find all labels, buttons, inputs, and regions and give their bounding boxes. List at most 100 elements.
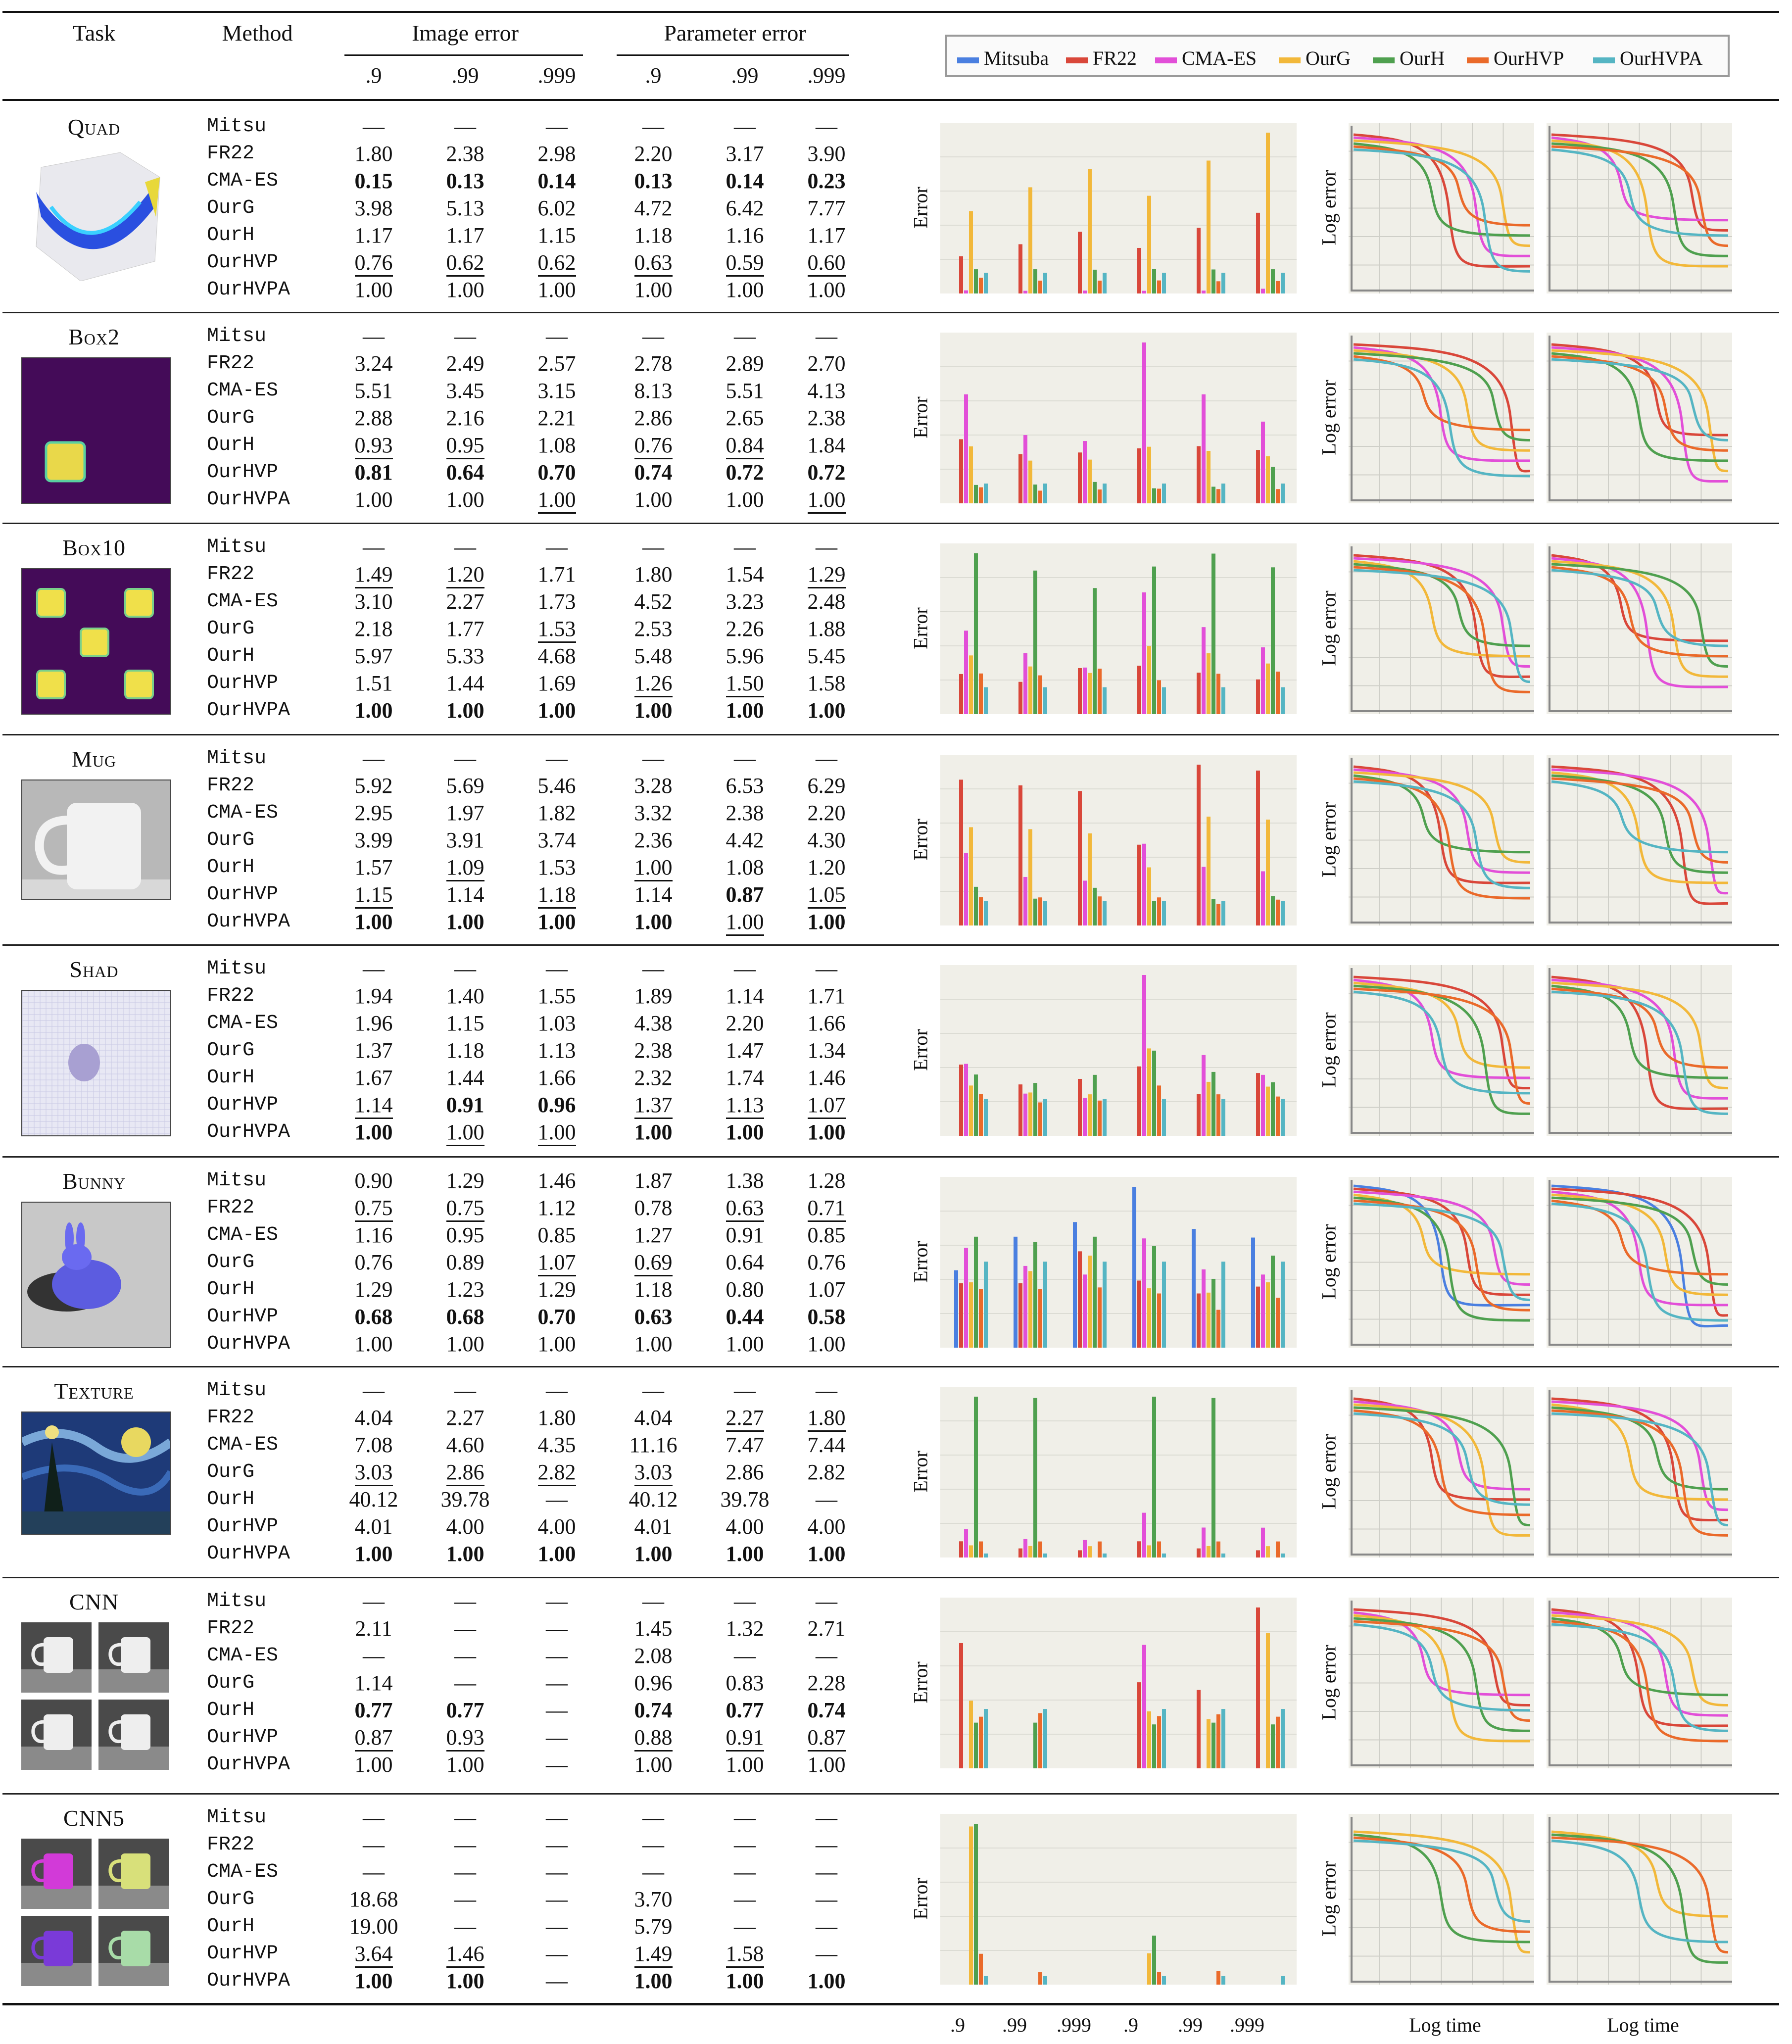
cell-value: 1.07 — [537, 1250, 576, 1276]
cell-value: — — [363, 1589, 385, 1613]
table-cell: 1.14 — [341, 1669, 406, 1697]
cell-value: — — [546, 1914, 568, 1939]
y-axis-label-log-error: Log error — [1317, 1223, 1340, 1300]
table-cell: 7.77 — [794, 195, 859, 222]
cell-value: 1.82 — [537, 801, 576, 825]
cell-value: 0.91 — [726, 1223, 764, 1247]
cell-value: 1.00 — [537, 698, 576, 723]
method-label: OurHVPA — [207, 1970, 291, 1992]
bar-ourh — [1211, 899, 1215, 925]
method-label: OurHVPA — [207, 279, 291, 301]
task-separator — [2, 944, 1779, 946]
table-cell: 2.98 — [525, 140, 589, 167]
cell-value: 4.72 — [634, 196, 673, 220]
bar-ourg — [1028, 1092, 1032, 1136]
legend-item-ourhvpa: OurHVPA — [1593, 47, 1702, 70]
bar-ourhvp — [979, 897, 983, 925]
table-cell: 2.28 — [794, 1669, 859, 1697]
cell-value: 1.00 — [726, 1332, 764, 1356]
bar-ourhvpa — [1043, 273, 1047, 293]
cell-value: 1.00 — [354, 278, 393, 302]
bar-ourg — [1207, 1081, 1211, 1136]
table-cell: 1.00 — [525, 486, 589, 514]
method-label: OurHVP — [207, 672, 279, 694]
bar-ourhvpa — [984, 1553, 988, 1557]
cell-value: 1.37 — [354, 1038, 393, 1063]
bar-cma-es — [1023, 1539, 1027, 1557]
curve-ourhvpa — [1353, 358, 1531, 478]
bar-ourg — [1266, 1086, 1270, 1136]
table-cell: — — [433, 1858, 497, 1886]
bar-ourhvpa — [984, 901, 988, 925]
bar-fr22 — [1078, 1078, 1082, 1136]
cell-value: 4.42 — [726, 828, 764, 852]
cell-value: 1.89 — [634, 984, 673, 1008]
bar-ourh — [1033, 570, 1037, 714]
bar-ourh — [1093, 887, 1097, 925]
cell-value: 1.14 — [446, 882, 484, 907]
cell-value: 5.92 — [354, 774, 393, 798]
table-cell: 7.08 — [341, 1431, 406, 1459]
table-cell: — — [433, 323, 497, 350]
bar-ourhvp — [1276, 1096, 1280, 1136]
cell-value: 2.95 — [354, 801, 393, 825]
cell-value: 1.09 — [446, 855, 484, 881]
table-cell: 0.13 — [433, 167, 497, 195]
cell-value: 7.44 — [807, 1433, 846, 1457]
bar-ourg — [969, 655, 973, 714]
table-cell: — — [525, 955, 589, 982]
curve-ourg — [1551, 349, 1729, 473]
method-label: OurHVP — [207, 883, 279, 906]
cell-value: 0.64 — [726, 1250, 764, 1274]
cell-value: 0.63 — [634, 250, 673, 277]
bar-fr22 — [1018, 1548, 1022, 1557]
bar-ourhvpa — [1103, 687, 1107, 714]
curve-ourh — [1551, 142, 1729, 257]
cell-value: 0.87 — [726, 882, 764, 907]
table-cell: 1.00 — [794, 1330, 859, 1358]
table-cell: 6.02 — [525, 195, 589, 222]
cell-value: — — [546, 535, 568, 559]
bar-ourg — [1088, 673, 1092, 714]
table-cell: 4.30 — [794, 827, 859, 854]
cell-value: 0.84 — [726, 433, 764, 459]
bar-fr22 — [959, 1541, 963, 1557]
curve-ourhvp — [1551, 1409, 1729, 1537]
bar-chart-mug — [940, 755, 1297, 925]
table-cell: 1.00 — [525, 1540, 589, 1567]
cell-value: — — [816, 1589, 837, 1613]
table-cell: 1.18 — [621, 222, 685, 249]
cell-value: 1.00 — [807, 487, 846, 514]
table-cell: 5.46 — [525, 772, 589, 799]
table-cell: 1.77 — [433, 615, 497, 642]
cell-value: 1.88 — [807, 617, 846, 641]
cell-value: 0.80 — [726, 1277, 764, 1302]
bar-fr22 — [959, 1283, 963, 1348]
table-cell: 1.00 — [794, 697, 859, 724]
table-cell: — — [433, 1913, 497, 1940]
bar-cma-es — [1023, 291, 1027, 293]
curve-ourhvp — [1551, 355, 1729, 452]
table-cell: 1.00 — [341, 1330, 406, 1358]
task-name-texture: Texture — [54, 1378, 134, 1404]
cell-value: — — [546, 1644, 568, 1668]
cell-value: 1.57 — [354, 855, 393, 879]
table-cell: 1.18 — [525, 881, 589, 909]
bar-cma-es — [1202, 1055, 1206, 1136]
table-cell: 1.00 — [621, 1540, 685, 1567]
bar-ourg — [1266, 1282, 1270, 1348]
bar-ourhvpa — [1281, 901, 1285, 925]
cell-value: 1.14 — [354, 1671, 393, 1695]
cell-value: 0.74 — [634, 460, 673, 485]
table-cell: — — [525, 323, 589, 350]
table-cell: 3.91 — [433, 827, 497, 854]
cell-value: 1.00 — [537, 487, 576, 514]
table-cell: 4.01 — [621, 1513, 685, 1540]
legend-item-cma-es: CMA-ES — [1155, 47, 1257, 70]
cell-value: 1.00 — [537, 278, 576, 302]
cell-value: 4.30 — [807, 828, 846, 852]
bar-ourhvpa — [1162, 687, 1166, 714]
table-cell: 0.87 — [341, 1724, 406, 1752]
bar-chart-svg — [940, 975, 1297, 1136]
curve-ourg — [1353, 139, 1531, 247]
